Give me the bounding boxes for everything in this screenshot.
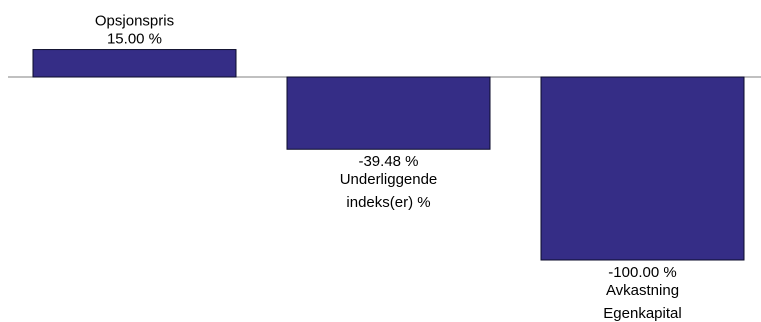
- category-label-2-line-1: Underliggende: [340, 171, 438, 188]
- value-label-2: -39.48 %: [358, 153, 418, 170]
- value-label-1: 15.00 %: [107, 31, 162, 48]
- bar-2: [286, 76, 491, 150]
- bar-3: [540, 76, 745, 261]
- category-label-3-line-2: Egenkapital: [603, 305, 681, 322]
- bars-group: [32, 49, 745, 261]
- category-label-1-line-1: Opsjonspris: [95, 13, 174, 30]
- bar-1: [32, 49, 237, 78]
- category-label-2-line-2: indeks(er) %: [346, 194, 430, 211]
- category-label-3-line-1: Avkastning: [606, 282, 679, 299]
- value-label-3: -100.00 %: [608, 264, 676, 281]
